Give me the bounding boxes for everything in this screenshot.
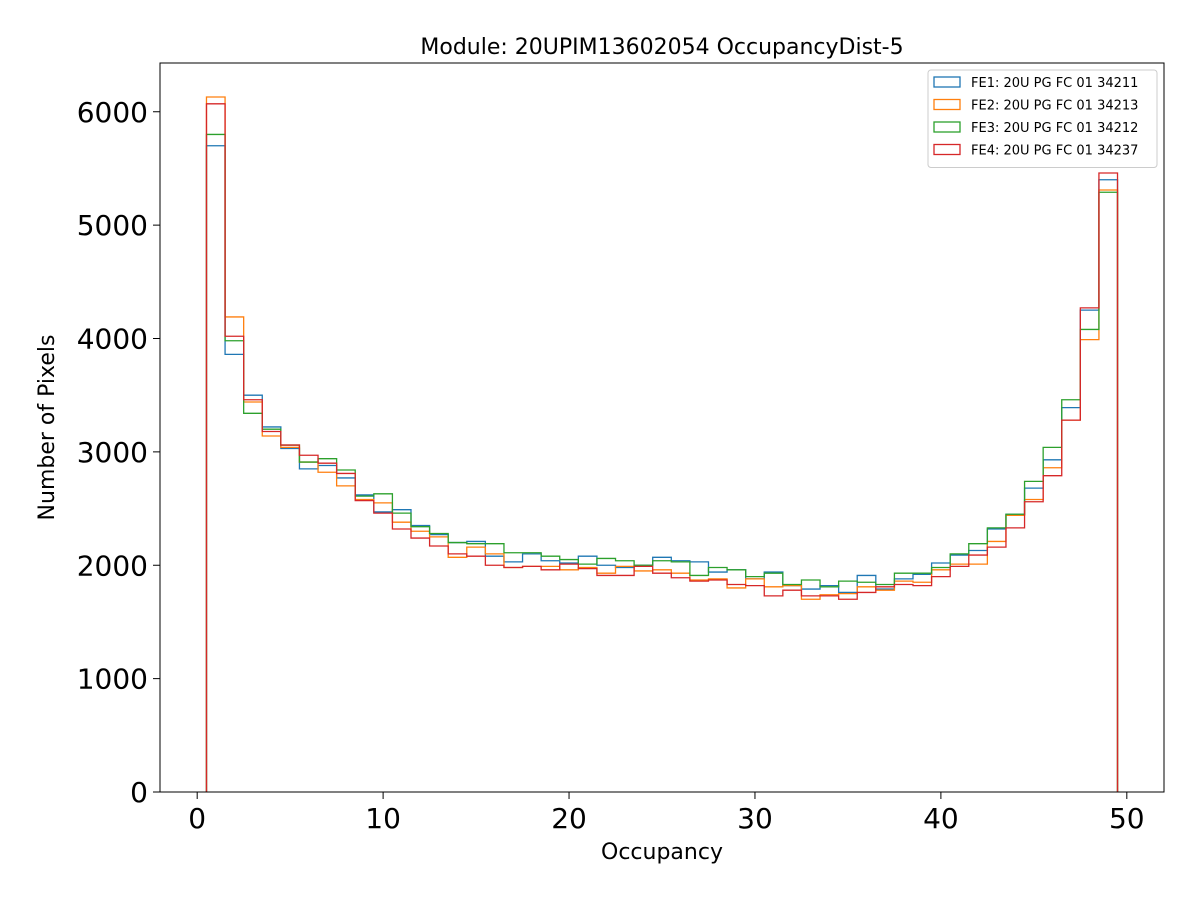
y-tick-label: 6000 <box>77 96 148 129</box>
y-axis-ticks: 0 1000 2000 3000 4000 5000 6000 <box>77 96 160 809</box>
legend-swatch-fe4 <box>933 143 961 156</box>
y-tick-label: 2000 <box>77 549 148 582</box>
y-tick-label: 4000 <box>77 323 148 356</box>
x-axis-label: Occupancy <box>601 840 723 865</box>
legend-swatch-fe2 <box>933 98 961 111</box>
y-tick-label: 3000 <box>77 436 148 469</box>
x-axis-ticks: 0 10 20 30 40 50 <box>188 792 1145 835</box>
x-tick-label: 50 <box>1109 802 1145 835</box>
x-tick-label: 20 <box>551 802 587 835</box>
axes-frame <box>159 62 1165 793</box>
chart-title: Module: 20UPIM13602054 OccupancyDist-5 <box>420 35 903 60</box>
y-tick-label: 0 <box>130 776 148 809</box>
x-tick-label: 30 <box>737 802 773 835</box>
y-tick-label: 5000 <box>77 209 148 242</box>
legend-label-fe2: FE2: 20U PG FC 01 34213 <box>971 99 1138 114</box>
legend-label-fe4: FE4: 20U PG FC 01 34237 <box>971 144 1138 159</box>
x-tick-label: 40 <box>923 802 959 835</box>
series-group <box>205 96 1119 792</box>
legend-swatch-fe3 <box>933 121 961 133</box>
y-axis-label: Number of Pixels <box>35 335 60 521</box>
legend-swatch-fe1 <box>933 76 961 88</box>
legend-label-fe3: FE3: 20U PG FC 01 34212 <box>971 121 1138 136</box>
legend-box <box>927 69 1158 168</box>
legend: FE1: 20U PG FC 01 34211 FE2: 20U PG FC 01… <box>927 69 1158 168</box>
legend-label-fe1: FE1: 20U PG FC 01 34211 <box>971 76 1138 91</box>
series-line-fe3 <box>205 133 1119 792</box>
x-tick-label: 10 <box>365 802 401 835</box>
y-tick-label: 1000 <box>77 663 148 696</box>
x-tick-label: 0 <box>188 802 206 835</box>
series-line-fe4 <box>205 103 1119 792</box>
